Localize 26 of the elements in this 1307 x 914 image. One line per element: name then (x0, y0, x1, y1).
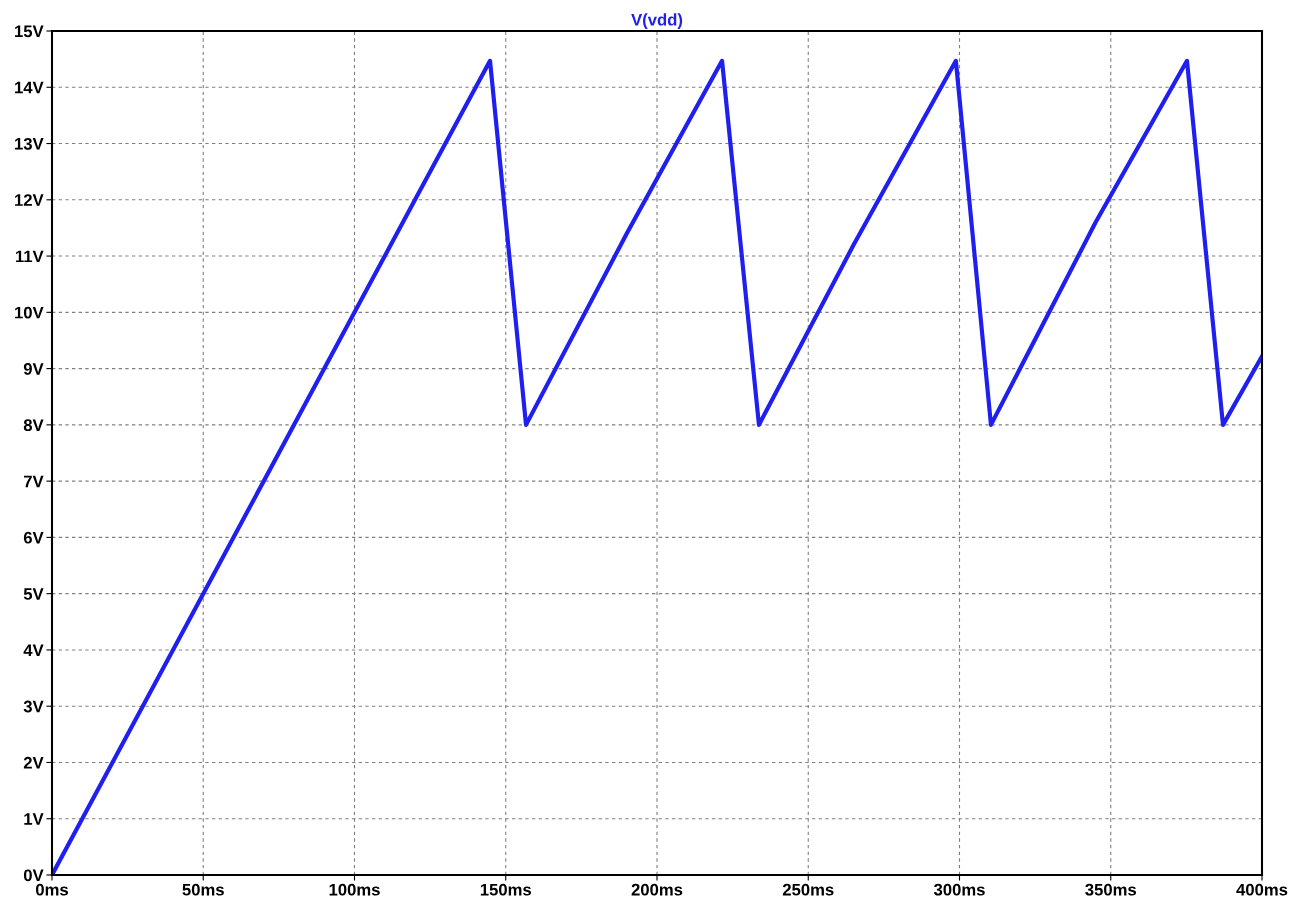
y-tick-label: 12V (15, 194, 44, 206)
y-tick-label: 13V (15, 137, 44, 150)
y-tick-label: 8V (23, 419, 44, 432)
y-tick-label: 14V (15, 81, 44, 94)
y-tick-label: 1V (24, 813, 44, 825)
y-tick-label: 4V (23, 644, 44, 656)
x-tick-label: 200ms (631, 883, 683, 896)
x-tick-label: 50ms (182, 883, 224, 896)
x-tick-label: 300ms (933, 883, 985, 896)
x-tick-label: 0ms (35, 883, 68, 896)
x-tick-label: 350ms (1085, 883, 1137, 896)
y-tick-label: 11V (15, 250, 44, 263)
y-tick-label: 7V (24, 475, 44, 488)
x-tick-label: 150ms (480, 883, 532, 896)
y-tick-label: 9V (23, 363, 44, 375)
x-tick-label: 100ms (329, 883, 380, 896)
y-tick-label: 10V (15, 306, 44, 319)
y-tick-label: 0V (23, 869, 44, 882)
y-tick-label: 6V (23, 531, 44, 544)
y-tick-label: 15V (15, 25, 44, 38)
x-tick-label: 400ms (1236, 883, 1288, 896)
x-tick-label: 250ms (782, 883, 834, 896)
y-tick-label: 5V (23, 588, 44, 600)
y-tick-label: 3V (23, 700, 44, 713)
y-tick-label: 2V (23, 756, 44, 769)
chart-title: V(vdd) (631, 13, 683, 29)
